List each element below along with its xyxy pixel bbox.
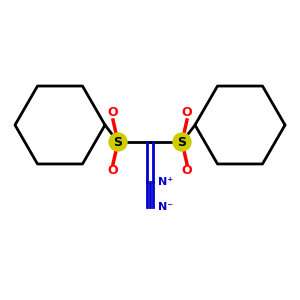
Text: O: O bbox=[108, 106, 118, 119]
Text: N⁺: N⁺ bbox=[158, 177, 173, 187]
Circle shape bbox=[173, 133, 191, 151]
Text: S: S bbox=[178, 136, 187, 148]
Text: O: O bbox=[182, 106, 192, 119]
Text: N⁻: N⁻ bbox=[158, 202, 173, 212]
Circle shape bbox=[109, 133, 127, 151]
Text: O: O bbox=[182, 164, 192, 178]
Text: S: S bbox=[113, 136, 122, 148]
Text: O: O bbox=[108, 164, 118, 178]
